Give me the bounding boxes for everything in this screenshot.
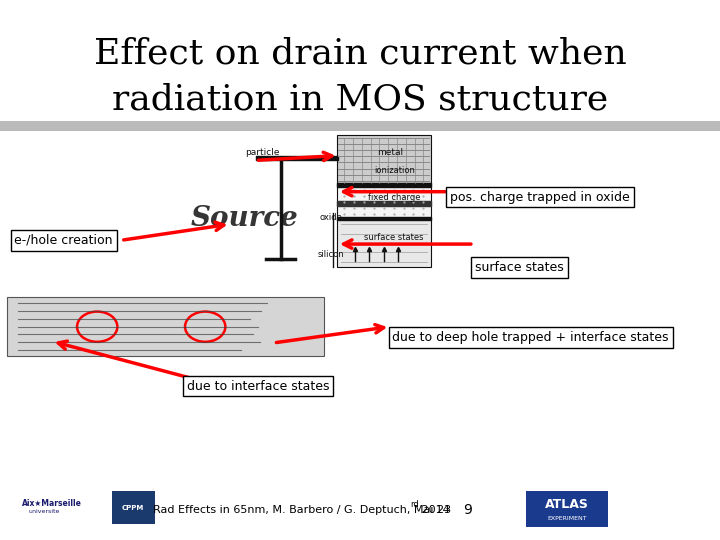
Text: Source: Source — [191, 205, 299, 232]
Bar — [7, 297, 324, 356]
Text: pos. charge trapped in oxide: pos. charge trapped in oxide — [450, 191, 630, 204]
Text: 9: 9 — [464, 503, 472, 517]
Text: CPPM: CPPM — [122, 504, 144, 511]
Text: Aix★Marseille: Aix★Marseille — [22, 499, 81, 508]
Text: radiation in MOS structure: radiation in MOS structure — [112, 83, 608, 117]
Text: ATLAS: ATLAS — [545, 498, 589, 511]
Text: ionization: ionization — [374, 166, 415, 174]
Text: e-/hole creation: e-/hole creation — [14, 234, 113, 247]
Bar — [337, 219, 431, 267]
Text: surface states: surface states — [364, 233, 423, 242]
Bar — [337, 185, 431, 219]
Text: 2014: 2014 — [418, 505, 449, 515]
Text: Effect on drain current when: Effect on drain current when — [94, 37, 626, 71]
Text: Rad Effects in 65nm, M. Barbero / G. Deptuch, Mai 23: Rad Effects in 65nm, M. Barbero / G. Dep… — [153, 505, 451, 515]
Bar — [0, 121, 720, 131]
Text: due to deep hole trapped + interface states: due to deep hole trapped + interface sta… — [392, 331, 669, 344]
Bar — [337, 135, 431, 185]
Bar — [112, 491, 155, 524]
Text: EXPERIMENT: EXPERIMENT — [547, 516, 587, 521]
Text: surface states: surface states — [475, 261, 564, 274]
Text: silicon: silicon — [318, 251, 344, 259]
Text: fixed charge: fixed charge — [368, 193, 420, 201]
Text: metal: metal — [377, 148, 403, 157]
Bar — [526, 491, 608, 526]
Text: due to interface states: due to interface states — [187, 380, 330, 393]
Text: particle: particle — [246, 148, 280, 157]
Text: oxide: oxide — [320, 213, 343, 222]
Text: universite: universite — [29, 509, 60, 514]
Text: rd: rd — [410, 501, 419, 509]
